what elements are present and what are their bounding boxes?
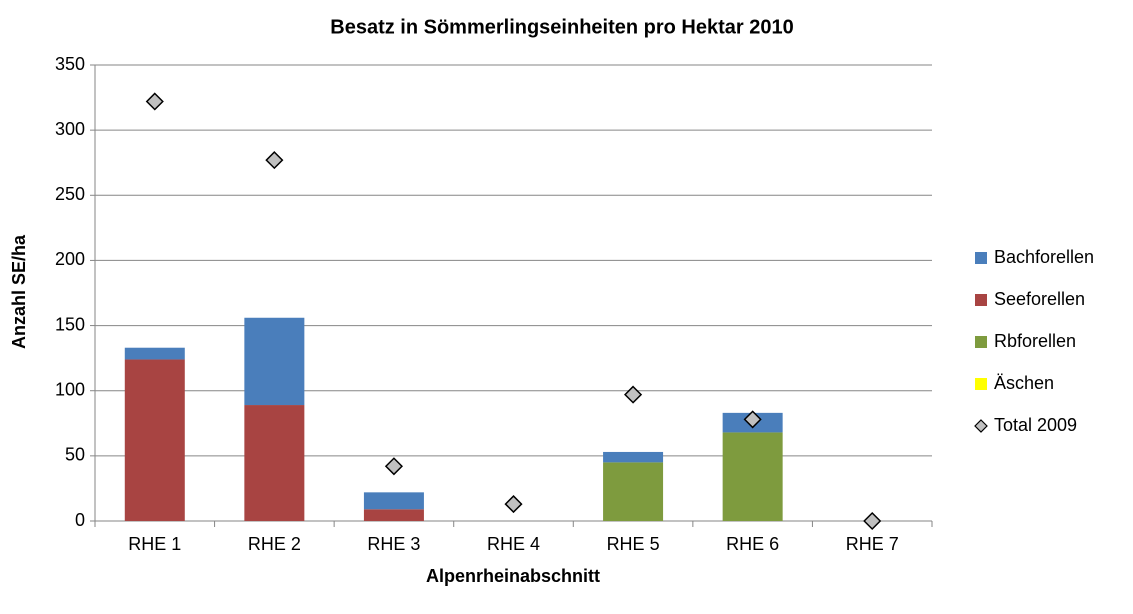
scatter-point [384,457,403,476]
y-tick-label: 350 [55,54,85,74]
x-tick-label: RHE 1 [128,534,181,554]
legend-label: Bachforellen [994,247,1094,267]
x-tick-label: RHE 4 [487,534,540,554]
legend-label: Total 2009 [994,415,1077,435]
scatter-point [743,410,762,429]
x-axis-label: Alpenrheinabschnitt [426,566,600,586]
bar-segment [124,347,185,360]
legend-label: Rbforellen [994,331,1076,351]
x-tick-label: RHE 3 [367,534,420,554]
y-axis-label: Anzahl SE/ha [9,234,29,349]
scatter-point [145,92,164,111]
y-tick-label: 300 [55,119,85,139]
bar-segment [603,462,664,521]
x-tick-label: RHE 2 [248,534,301,554]
scatter-point [504,495,523,514]
bar-segment [363,492,424,510]
y-tick-label: 100 [55,379,85,399]
scatter-point [863,511,882,531]
legend-swatch [975,252,987,264]
legend-swatch [975,336,987,348]
y-tick-label: 50 [65,445,85,465]
legend-label: Äschen [994,373,1054,393]
y-tick-label: 150 [55,314,85,334]
bar-segment [244,317,305,406]
bar-segment [244,405,305,521]
legend-swatch [975,378,987,390]
legend-label: Seeforellen [994,289,1085,309]
chart-title: Besatz in Sömmerlingseinheiten pro Hekta… [330,16,794,38]
y-tick-label: 0 [75,510,85,530]
bar-segment [722,432,783,521]
bar-segment [363,509,424,521]
x-tick-label: RHE 7 [846,534,899,554]
scatter-point [624,385,643,404]
bar-segment [603,451,664,463]
x-tick-label: RHE 5 [607,534,660,554]
y-tick-label: 250 [55,184,85,204]
legend-swatch [975,294,987,306]
scatter-point [265,151,284,170]
legend-marker [974,419,988,433]
x-tick-label: RHE 6 [726,534,779,554]
y-tick-label: 200 [55,249,85,269]
bar-segment [124,359,185,521]
